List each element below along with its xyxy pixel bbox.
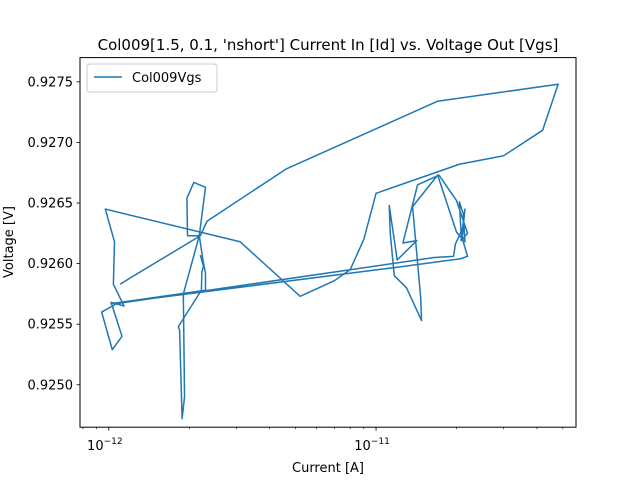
y-tick-label: 0.9255 (28, 318, 74, 333)
y-axis-ticks: 0.9250 0.9255 0.9260 0.9265 0.9270 0.9275 (28, 75, 80, 393)
y-tick-label: 0.9260 (28, 257, 74, 272)
legend-entry-col009vgs: Col009Vgs (132, 71, 202, 86)
x-axis-label: Current [A] (292, 461, 364, 476)
x-tick-label: 10−11 (354, 437, 390, 454)
plot-area (100, 83, 559, 420)
series-line-col009vgs (100, 83, 559, 420)
y-tick-label: 0.9275 (28, 75, 74, 90)
legend-box (86, 63, 218, 93)
y-tick-label: 0.9270 (28, 136, 74, 151)
y-tick-label: 0.9250 (28, 378, 74, 393)
legend: Col009Vgs (86, 63, 218, 93)
x-axis-ticks: 10−12 10−11 (82, 427, 564, 454)
x-tick-label: 10−12 (87, 437, 123, 454)
y-tick-label: 0.9265 (28, 197, 74, 212)
chart-title: Col009[1.5, 0.1, 'nshort'] Current In [I… (98, 36, 559, 54)
y-axis-label: Voltage [V] (2, 206, 17, 278)
axes-frame (79, 57, 577, 428)
